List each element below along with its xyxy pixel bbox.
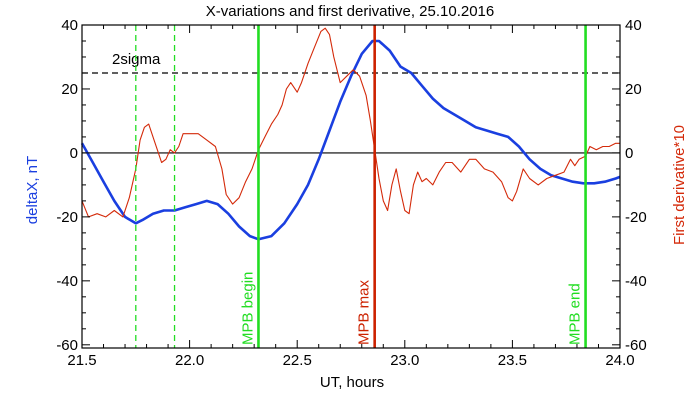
series-deltax-line — [80, 39, 621, 241]
y-left-tick-label: -20 — [56, 209, 78, 226]
y-left-tick-label: -60 — [56, 337, 78, 354]
marker-label: MPB end — [567, 283, 584, 345]
chart-title: X-variations and first derivative, 25.10… — [206, 3, 495, 20]
x-tick-label: 22.0 — [175, 352, 204, 369]
y-right-tick-label: -40 — [625, 273, 647, 290]
x-tick-label: 23.0 — [390, 352, 419, 369]
x-axis-label: UT, hours — [320, 374, 384, 391]
x-tick-label: 23.5 — [498, 352, 527, 369]
y-axis-right-label: First derivative*10 — [671, 125, 688, 245]
y-right-tick-label: 20 — [625, 81, 642, 98]
x-tick-label: 21.5 — [67, 352, 96, 369]
marker-label: MPB max — [356, 279, 373, 345]
reference-line-label: 2sigma — [112, 51, 161, 68]
x-tick-label: 22.5 — [283, 352, 312, 369]
y-right-tick-label: -20 — [625, 209, 647, 226]
marker-label: MPB begin — [239, 272, 256, 345]
y-left-tick-label: 20 — [61, 81, 78, 98]
x-tick-label: 24.0 — [605, 352, 634, 369]
y-right-tick-label: 0 — [625, 145, 633, 162]
y-left-tick-label: 40 — [61, 17, 78, 34]
y-left-tick-label: 0 — [70, 145, 78, 162]
y-left-tick-label: -40 — [56, 273, 78, 290]
series-derivative-line — [81, 27, 620, 218]
y-right-tick-label: -60 — [625, 337, 647, 354]
y-right-tick-label: 40 — [625, 17, 642, 34]
plot-frame — [81, 24, 621, 349]
y-axis-left-label: deltaX, nT — [24, 156, 41, 224]
